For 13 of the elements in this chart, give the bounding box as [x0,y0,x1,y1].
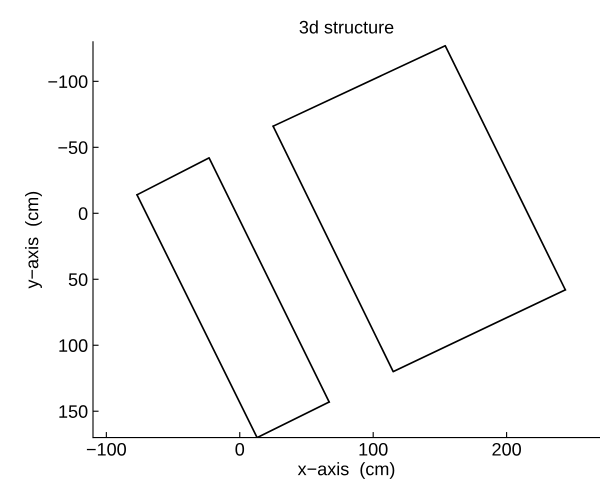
x-tick-label: 100 [360,442,388,456]
y-tick-label: 0 [78,207,88,220]
y-tick-label: 150 [59,405,88,418]
x-tick-label: 200 [492,442,521,456]
y-tick-label: 100 [59,339,88,352]
y-tick-label: 50 [68,273,88,286]
x-tick-label: 0 [235,442,244,456]
chart-title: 3d structure [300,20,394,34]
x-tick-label: −100 [86,442,126,456]
y-tick-label: −50 [58,141,88,154]
x-axis-title: x−axis (cm) [298,462,394,479]
y-tick-label: −100 [48,75,88,88]
y-axis-title: y−axis (cm) [25,192,42,289]
